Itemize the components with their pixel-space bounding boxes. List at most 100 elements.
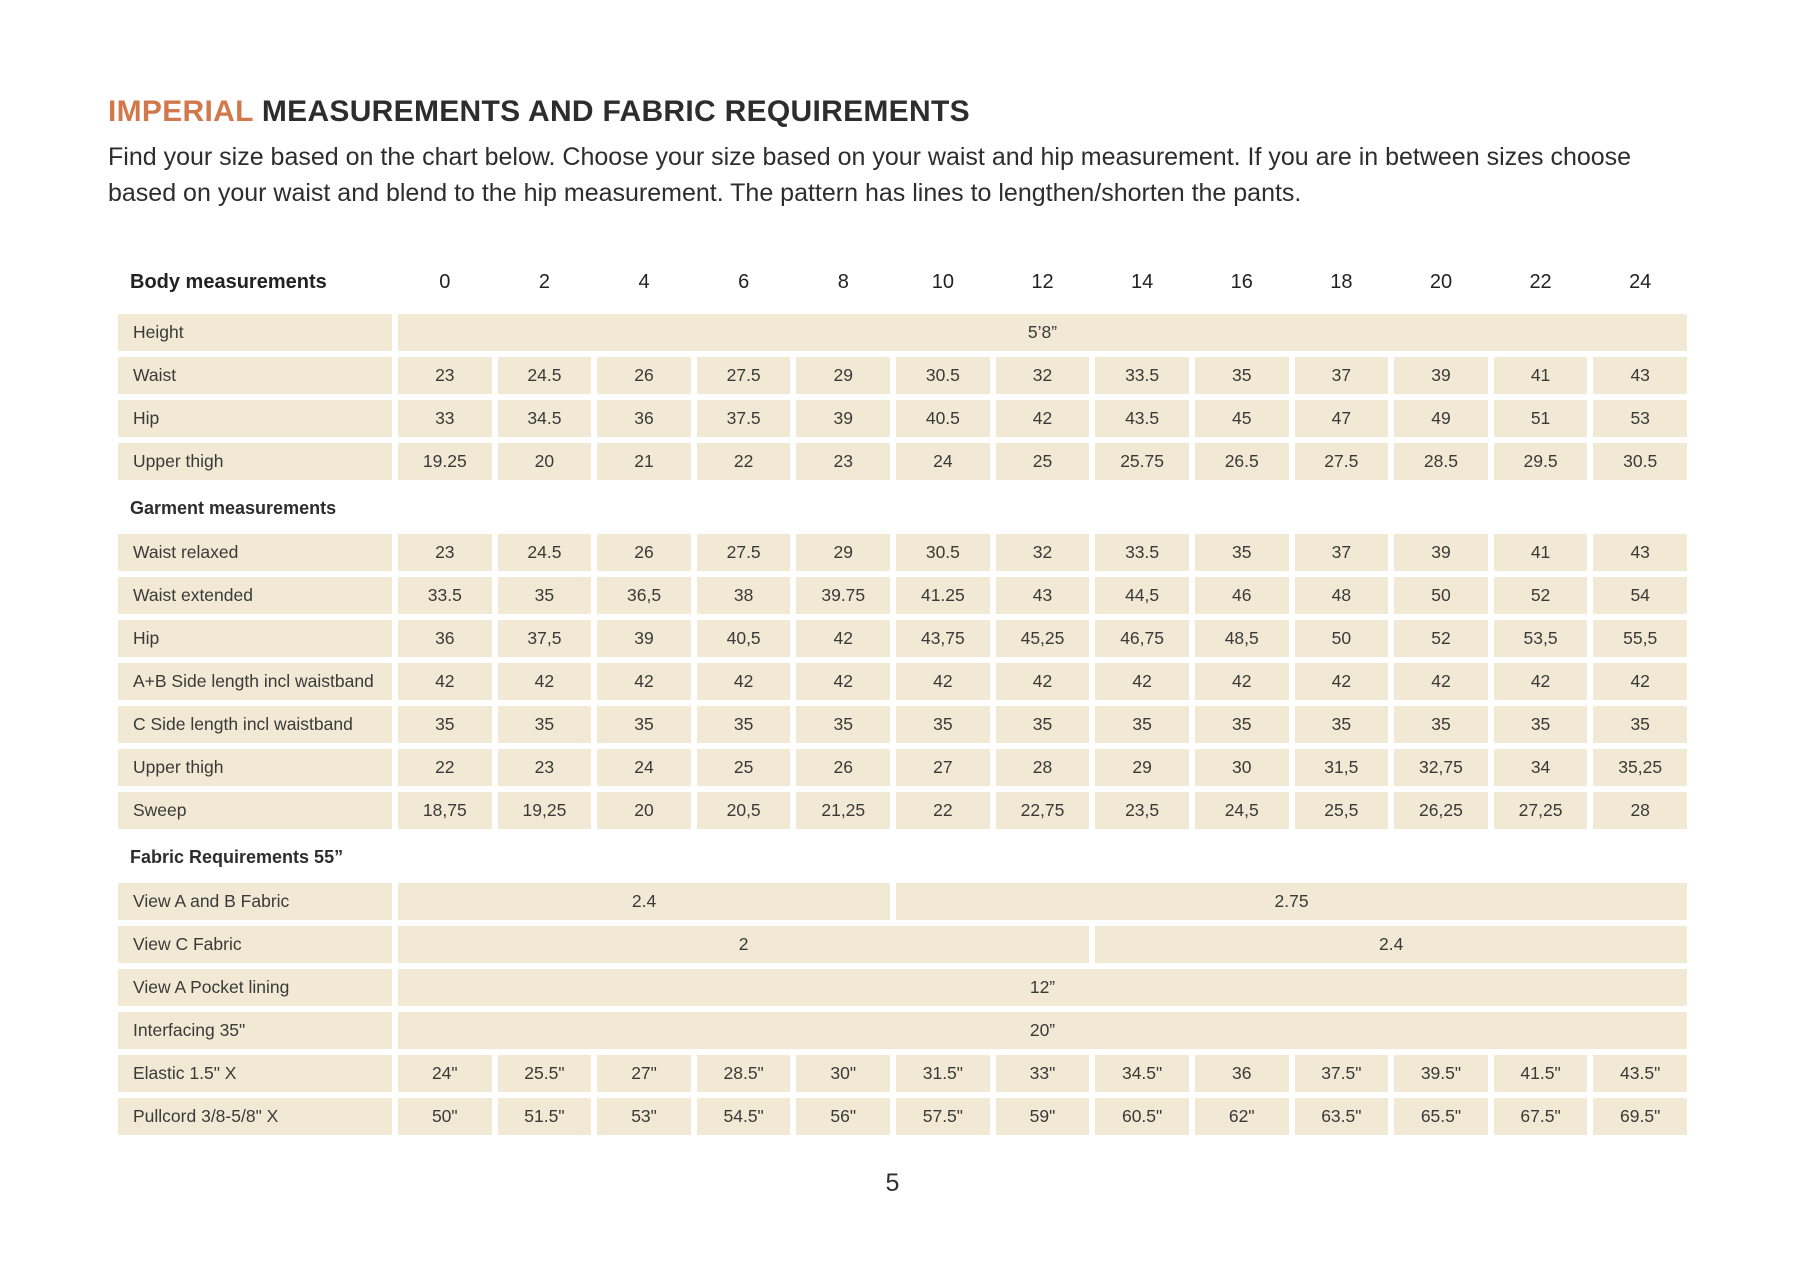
cell-value: 40.5 bbox=[896, 400, 990, 437]
cell-span-value: 20” bbox=[398, 1012, 1687, 1049]
cell-value: 42 bbox=[1095, 663, 1189, 700]
cell-value: 35 bbox=[1194, 706, 1289, 743]
cell-value: 33.5 bbox=[398, 577, 492, 614]
table-row: A+B Side length incl waistband 42 42 42 42 42… bbox=[118, 663, 1687, 700]
row-label: A+B Side length incl waistband bbox=[118, 663, 392, 700]
cell-value: 50 bbox=[1294, 620, 1389, 657]
cell-value: 35 bbox=[995, 706, 1090, 743]
cell-value: 26 bbox=[597, 534, 691, 571]
cell-value: 63.5" bbox=[1294, 1098, 1389, 1135]
cell-value: 45,25 bbox=[995, 620, 1090, 657]
cell-value: 39 bbox=[1394, 534, 1488, 571]
cell-value: 25.75 bbox=[1095, 443, 1189, 480]
cell-value: 36 bbox=[597, 400, 691, 437]
cell-value: 23,5 bbox=[1095, 792, 1189, 829]
cell-value: 51.5" bbox=[497, 1098, 592, 1135]
cell-value: 40,5 bbox=[696, 620, 791, 657]
size-column-header: 10 bbox=[931, 271, 954, 293]
cell-value: 33.5 bbox=[1095, 534, 1189, 571]
cell-value: 34.5" bbox=[1095, 1055, 1189, 1092]
row-label: View A and B Fabric bbox=[118, 883, 392, 920]
table-row: Pullcord 3/8-5/8" X 50" 51.5" 53" 54.5" 56" 57… bbox=[118, 1098, 1687, 1135]
cell-value: 42 bbox=[896, 663, 990, 700]
page-title: IMPERIAL MEASUREMENTS AND FABRIC REQUIRE… bbox=[108, 95, 1692, 129]
cell-value: 42 bbox=[497, 663, 592, 700]
table-row: C Side length incl waistband 35 35 35 35 35 35… bbox=[118, 706, 1687, 743]
cell-value: 42 bbox=[1194, 663, 1289, 700]
row-label: Hip bbox=[118, 620, 392, 657]
cell-value: 38 bbox=[696, 577, 791, 614]
cell-value: 22 bbox=[398, 749, 492, 786]
cell-value: 27.5 bbox=[1294, 443, 1389, 480]
cell-value: 43 bbox=[995, 577, 1090, 614]
cell-value: 19.25 bbox=[398, 443, 492, 480]
cell-value: 27,25 bbox=[1493, 792, 1588, 829]
cell-span-value: 2.4 bbox=[1095, 926, 1687, 963]
cell-span-value: 2.75 bbox=[896, 883, 1687, 920]
cell-value: 54 bbox=[1593, 577, 1687, 614]
cell-value: 37.5 bbox=[696, 400, 791, 437]
cell-value: 30.5 bbox=[896, 357, 990, 394]
cell-value: 49 bbox=[1394, 400, 1488, 437]
cell-value: 23 bbox=[497, 749, 592, 786]
cell-value: 48,5 bbox=[1194, 620, 1289, 657]
row-label: Waist extended bbox=[118, 577, 392, 614]
cell-value: 45 bbox=[1194, 400, 1289, 437]
table-header-label: Body measurements bbox=[130, 271, 327, 293]
cell-value: 25,5 bbox=[1294, 792, 1389, 829]
row-label: Waist relaxed bbox=[118, 534, 392, 571]
cell-value: 44,5 bbox=[1095, 577, 1189, 614]
cell-value: 29.5 bbox=[1493, 443, 1588, 480]
row-label: Pullcord 3/8-5/8" X bbox=[118, 1098, 392, 1135]
cell-value: 34.5 bbox=[497, 400, 592, 437]
cell-value: 41 bbox=[1493, 357, 1588, 394]
table-row: Waist extended 33.5 35 36,5 38 39.75 41.25 43 44… bbox=[118, 577, 1687, 614]
cell-value: 35 bbox=[1095, 706, 1189, 743]
cell-value: 35 bbox=[1593, 706, 1687, 743]
table-row: Waist relaxed 23 24.5 26 27.5 29 30.5 32 33.5 35 3… bbox=[118, 534, 1687, 571]
cell-value: 22,75 bbox=[995, 792, 1090, 829]
cell-value: 31.5" bbox=[896, 1055, 990, 1092]
cell-value: 31,5 bbox=[1294, 749, 1389, 786]
cell-value: 48 bbox=[1294, 577, 1389, 614]
cell-value: 42 bbox=[1294, 663, 1389, 700]
cell-value: 42 bbox=[1394, 663, 1488, 700]
cell-value: 35 bbox=[696, 706, 791, 743]
cell-value: 30.5 bbox=[896, 534, 990, 571]
cell-value: 28.5 bbox=[1394, 443, 1488, 480]
cell-value: 42 bbox=[995, 400, 1090, 437]
page-number: 5 bbox=[885, 1169, 900, 1197]
table-header-row: Body measurements 0 2 4 6 8 10 12 14 16 18 20 22 24 bbox=[118, 271, 1687, 294]
cell-value: 19,25 bbox=[497, 792, 592, 829]
intro-paragraph: Find your size based on the chart below.… bbox=[108, 143, 1632, 207]
size-column-header: 12 bbox=[1031, 271, 1054, 293]
cell-value: 43 bbox=[1593, 357, 1687, 394]
cell-value: 25 bbox=[995, 443, 1090, 480]
cell-value: 27.5 bbox=[696, 534, 791, 571]
cell-value: 42 bbox=[1493, 663, 1588, 700]
cell-value: 53" bbox=[597, 1098, 691, 1135]
cell-value: 26 bbox=[796, 749, 891, 786]
cell-value: 24.5 bbox=[497, 357, 592, 394]
size-table: Body measurements 0 2 4 6 8 10 12 14 16 18 20 22 24 … bbox=[118, 271, 1687, 1135]
row-label: Elastic 1.5" X bbox=[118, 1055, 392, 1092]
size-column-header: 16 bbox=[1230, 271, 1253, 293]
table-body: Height 5’8” Waist 23 24.5 26 27.5 29 30.5 32 33.5 3… bbox=[118, 314, 1687, 1135]
cell-value: 42 bbox=[796, 620, 891, 657]
cell-value: 26 bbox=[597, 357, 691, 394]
size-column-header: 14 bbox=[1130, 271, 1154, 293]
cell-value: 30 bbox=[1194, 749, 1289, 786]
table-row: View A Pocket lining 12” bbox=[118, 969, 1687, 1006]
cell-value: 30" bbox=[796, 1055, 891, 1092]
cell-value: 43,75 bbox=[896, 620, 990, 657]
cell-value: 39.75 bbox=[796, 577, 891, 614]
cell-value: 32 bbox=[995, 357, 1090, 394]
cell-value: 53 bbox=[1593, 400, 1687, 437]
row-label: View A Pocket lining bbox=[118, 969, 392, 1006]
cell-value: 60.5" bbox=[1095, 1098, 1189, 1135]
cell-value: 42 bbox=[796, 663, 891, 700]
size-column-header: 18 bbox=[1330, 271, 1353, 293]
cell-value: 27 bbox=[896, 749, 990, 786]
cell-value: 20 bbox=[597, 792, 691, 829]
cell-value: 55,5 bbox=[1593, 620, 1687, 657]
